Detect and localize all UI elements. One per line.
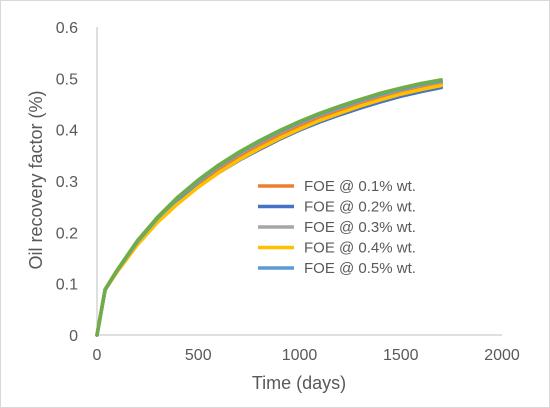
x-axis-title: Time (days)	[252, 373, 346, 393]
legend-label: FOE @ 0.3% wt.	[304, 219, 416, 236]
y-tick-label: 0.6	[56, 20, 78, 37]
series-lines	[95, 78, 443, 337]
y-axis-title: Oil recovery factor (%)	[26, 90, 46, 269]
x-tick-label: 1000	[282, 347, 318, 364]
y-tick-label: 0.1	[56, 277, 78, 294]
series-line	[95, 83, 443, 337]
series-line	[95, 78, 443, 337]
legend-label: FOE @ 0.2% wt.	[304, 199, 416, 216]
y-tick-label: 0.4	[56, 123, 78, 140]
y-tick-label: 0.2	[56, 225, 78, 242]
x-tick-label: 500	[185, 347, 212, 364]
y-tick-labels: 0 0.1 0.2 0.3 0.4 0.5 0.6	[56, 20, 78, 345]
x-tick-label: 0	[93, 347, 102, 364]
y-tick-label: 0	[69, 328, 78, 345]
legend-label: FOE @ 0.4% wt.	[304, 240, 416, 257]
legend: FOE @ 0.1% wt. FOE @ 0.2% wt. FOE @ 0.3% w…	[258, 178, 416, 277]
legend-label: FOE @ 0.5% wt.	[304, 260, 416, 277]
y-tick-label: 0.5	[56, 71, 78, 88]
legend-label: FOE @ 0.1% wt.	[304, 178, 416, 195]
x-tick-labels: 0 500 1000 1500 2000	[93, 347, 520, 364]
y-tick-label: 0.3	[56, 174, 78, 191]
x-tick-label: 1500	[383, 347, 419, 364]
x-tick-label: 2000	[484, 347, 520, 364]
